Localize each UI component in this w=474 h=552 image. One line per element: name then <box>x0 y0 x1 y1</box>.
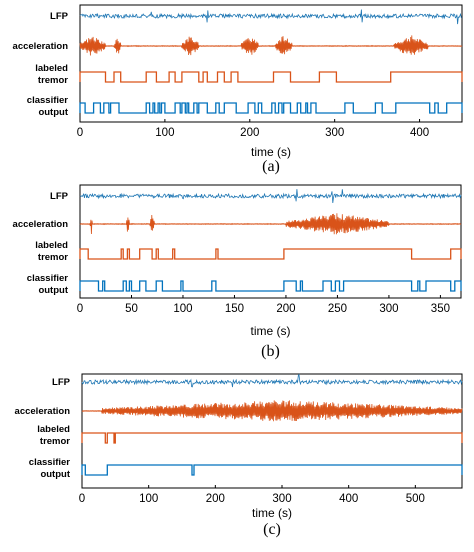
labeled-tremor-trace <box>79 248 462 260</box>
x-axis-label: time (s) <box>251 145 291 159</box>
x-tick-label: 150 <box>225 303 244 315</box>
trace-label-classifier: classifier <box>29 457 70 468</box>
trace-label-labeled: labeled <box>35 63 68 74</box>
trace-label-lfp: LFP <box>52 377 71 388</box>
trace-label-acceleration: acceleration <box>13 41 69 52</box>
x-tick-label: 0 <box>77 127 83 139</box>
trace-label-output: output <box>38 107 68 118</box>
x-tick-label: 400 <box>410 127 429 139</box>
x-tick-label: 0 <box>77 303 83 315</box>
x-axis-label: time (s) <box>251 324 291 338</box>
x-tick-label: 200 <box>206 493 225 505</box>
classifier-output-trace <box>81 464 463 476</box>
x-tick-label: 300 <box>272 493 291 505</box>
x-tick-label: 100 <box>173 303 192 315</box>
trace-label-tremor: tremor <box>38 75 68 86</box>
trace-label-labeled: labeled <box>37 424 70 435</box>
x-tick-label: 300 <box>325 127 344 139</box>
x-tick-label: 200 <box>240 127 259 139</box>
x-tick-label: 300 <box>379 303 398 315</box>
trace-label-tremor: tremor <box>38 252 68 263</box>
lfp-trace <box>79 189 462 204</box>
lfp-trace <box>81 373 463 388</box>
acceleration-trace <box>79 213 462 235</box>
acceleration-trace <box>81 400 463 422</box>
plot-frame <box>79 4 463 123</box>
labeled-tremor-trace <box>79 71 463 83</box>
panel-caption: (c) <box>263 521 281 538</box>
plot-frame <box>81 373 463 489</box>
plot-frame <box>79 184 462 299</box>
trace-label-lfp: LFP <box>50 11 69 22</box>
chart-panel-3: 0 100 200 300 400 500 time (s)(c) LFP accelerati… <box>15 373 463 538</box>
trace-label-acceleration: acceleration <box>13 219 69 230</box>
labeled-tremor-trace <box>81 432 463 444</box>
x-tick-label: 350 <box>431 303 450 315</box>
x-axis-label: time (s) <box>252 506 292 520</box>
classifier-output-trace <box>79 280 462 292</box>
x-tick-label: 500 <box>406 493 425 505</box>
x-tick-label: 50 <box>125 303 138 315</box>
trace-label-classifier: classifier <box>27 273 68 284</box>
x-tick-label: 0 <box>79 493 85 505</box>
trace-label-tremor: tremor <box>40 436 70 447</box>
panel-caption: (a) <box>262 158 280 175</box>
x-tick-label: 250 <box>328 303 347 315</box>
chart-panel-1: 0 100 200 300 400 time (s)(a) LFP acceleration l… <box>13 4 463 175</box>
trace-label-lfp: LFP <box>50 191 69 202</box>
acceleration-trace <box>79 35 463 56</box>
trace-label-classifier: classifier <box>27 95 68 106</box>
trace-label-output: output <box>38 285 68 296</box>
trace-label-labeled: labeled <box>35 240 68 251</box>
classifier-output-trace <box>79 102 463 114</box>
chart-panel-2: 0 50 100 150 200 250 300 350 time (s) (b) LFP accel… <box>13 184 462 360</box>
panel-caption: (b) <box>261 343 280 360</box>
lfp-trace <box>79 9 463 25</box>
x-tick-label: 200 <box>276 303 295 315</box>
x-tick-label: 400 <box>339 493 358 505</box>
x-tick-label: 100 <box>155 127 174 139</box>
trace-label-output: output <box>40 469 70 480</box>
trace-label-acceleration: acceleration <box>15 406 71 417</box>
x-tick-label: 100 <box>139 493 158 505</box>
